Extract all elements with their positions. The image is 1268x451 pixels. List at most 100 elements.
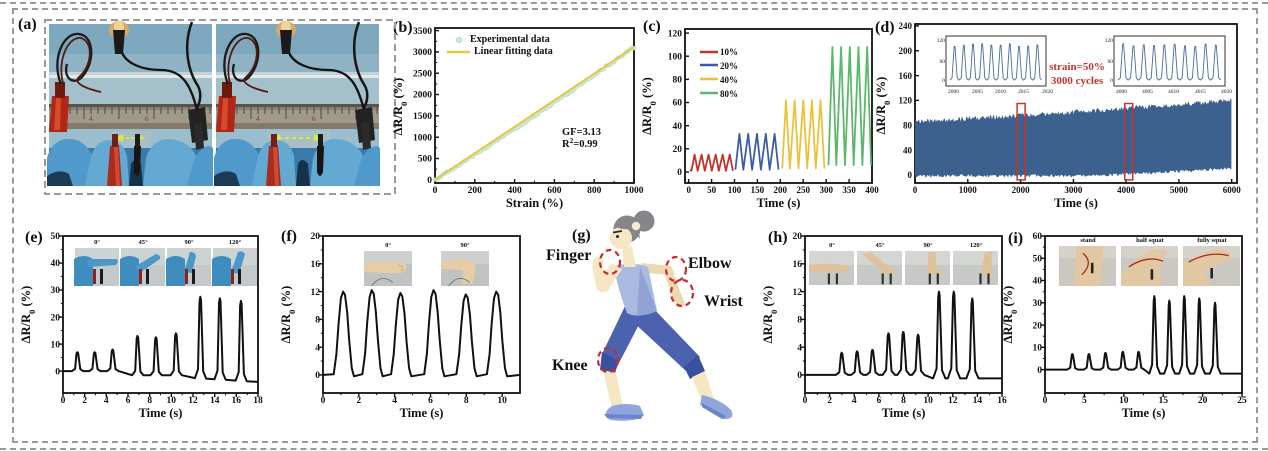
svg-text:200: 200 — [899, 46, 913, 56]
svg-text:120: 120 — [899, 96, 913, 106]
svg-text:6: 6 — [126, 396, 131, 406]
svg-text:20: 20 — [673, 145, 683, 155]
svg-text:ΔR/R0 (%): ΔR/R0 (%) — [875, 77, 892, 135]
svg-text:4: 4 — [104, 396, 109, 406]
svg-text:40%: 40% — [720, 75, 738, 85]
svg-text:0: 0 — [677, 168, 682, 178]
svg-text:3500: 3500 — [413, 27, 432, 37]
svg-text:0: 0 — [433, 186, 438, 196]
svg-text:50: 50 — [707, 185, 717, 195]
svg-text:0°: 0° — [94, 239, 100, 246]
svg-text:1000: 1000 — [625, 186, 644, 196]
svg-text:40: 40 — [51, 259, 61, 269]
svg-text:4: 4 — [797, 343, 802, 353]
svg-text:2000: 2000 — [948, 89, 959, 95]
svg-text:90°: 90° — [923, 242, 933, 249]
svg-text:ΔR/R0 (%): ΔR/R0 (%) — [640, 77, 658, 135]
svg-text:4010: 4010 — [1168, 89, 1179, 95]
svg-text:5000: 5000 — [1170, 185, 1189, 195]
svg-text:ΔR/R0 (%): ΔR/R0 (%) — [1002, 286, 1019, 344]
svg-text:100: 100 — [668, 52, 683, 62]
svg-text:5: 5 — [1082, 396, 1087, 406]
svg-text:90°: 90° — [460, 242, 470, 249]
svg-text:3000: 3000 — [413, 48, 432, 58]
svg-text:4015: 4015 — [1195, 89, 1206, 95]
svg-text:Time (s): Time (s) — [882, 406, 926, 420]
svg-text:8: 8 — [901, 396, 906, 406]
svg-text:4005: 4005 — [1142, 89, 1153, 95]
svg-text:18: 18 — [253, 396, 263, 406]
svg-text:2000: 2000 — [1012, 185, 1031, 195]
svg-text:0: 0 — [321, 396, 326, 406]
svg-text:1000: 1000 — [959, 185, 978, 195]
svg-text:0: 0 — [913, 185, 918, 195]
svg-text:8: 8 — [315, 316, 320, 326]
svg-text:80: 80 — [903, 120, 913, 130]
svg-text:0: 0 — [803, 396, 808, 406]
svg-text:4: 4 — [392, 396, 397, 406]
svg-text:ΔR/R0 (%): ΔR/R0 (%) — [761, 286, 779, 344]
svg-text:20: 20 — [1033, 321, 1043, 331]
svg-text:10: 10 — [497, 396, 507, 406]
svg-text:20: 20 — [51, 313, 61, 323]
svg-text:Wrist: Wrist — [704, 293, 743, 310]
svg-text:2: 2 — [356, 396, 361, 406]
svg-text:10: 10 — [923, 396, 933, 406]
svg-text:2: 2 — [82, 396, 87, 406]
svg-text:4: 4 — [256, 115, 260, 123]
svg-text:0: 0 — [1110, 78, 1113, 84]
svg-text:50: 50 — [51, 232, 61, 242]
svg-text:250: 250 — [796, 185, 810, 195]
svg-text:Time (s): Time (s) — [1122, 406, 1166, 420]
svg-text:50: 50 — [1033, 255, 1043, 265]
svg-text:120: 120 — [1105, 38, 1114, 44]
svg-text:2: 2 — [827, 396, 832, 406]
svg-text:40: 40 — [1033, 277, 1043, 287]
svg-text:400: 400 — [865, 185, 879, 195]
svg-text:Knee: Knee — [552, 357, 588, 374]
svg-text:ΔR/R0 (%): ΔR/R0 (%) — [391, 78, 409, 136]
svg-text:2010: 2010 — [995, 89, 1006, 95]
svg-text:14: 14 — [210, 396, 220, 406]
svg-text:2000: 2000 — [413, 91, 432, 101]
svg-text:half squat: half squat — [1136, 237, 1164, 244]
svg-text:4000: 4000 — [1117, 185, 1136, 195]
svg-text:100: 100 — [728, 185, 742, 195]
svg-text:0°: 0° — [385, 242, 391, 249]
svg-text:40: 40 — [903, 145, 913, 155]
svg-text:0°: 0° — [829, 242, 835, 249]
svg-text:60: 60 — [940, 59, 946, 65]
svg-text:2015: 2015 — [1018, 89, 1029, 95]
svg-text:40: 40 — [673, 122, 683, 132]
svg-text:25: 25 — [1237, 396, 1247, 406]
svg-text:10: 10 — [1033, 344, 1043, 354]
svg-text:Time (s): Time (s) — [400, 406, 444, 420]
svg-text:10%: 10% — [720, 47, 738, 57]
svg-text:45°: 45° — [138, 239, 148, 246]
svg-text:Linear fitting data: Linear fitting data — [474, 46, 553, 57]
svg-text:12: 12 — [948, 396, 958, 406]
svg-text:stand: stand — [1080, 237, 1096, 244]
svg-text:4020: 4020 — [1221, 89, 1232, 95]
svg-text:16: 16 — [311, 260, 321, 270]
svg-text:0: 0 — [55, 367, 60, 377]
svg-text:16: 16 — [793, 260, 803, 270]
svg-text:ΔR/R0 (%): ΔR/R0 (%) — [20, 286, 37, 344]
svg-text:0: 0 — [942, 78, 945, 84]
svg-text:16: 16 — [232, 396, 242, 406]
svg-text:600: 600 — [547, 186, 562, 196]
svg-text:0: 0 — [1043, 396, 1048, 406]
svg-text:0: 0 — [315, 371, 320, 381]
svg-text:60: 60 — [1033, 232, 1043, 242]
svg-text:200: 200 — [468, 186, 483, 196]
svg-text:6: 6 — [145, 115, 149, 123]
svg-text:150: 150 — [751, 185, 765, 195]
svg-text:Strain (%): Strain (%) — [506, 196, 563, 210]
svg-text:0: 0 — [797, 371, 802, 381]
svg-text:0: 0 — [427, 176, 432, 186]
svg-text:Elbow: Elbow — [688, 255, 732, 272]
svg-text:30: 30 — [1033, 299, 1043, 309]
svg-text:500: 500 — [418, 155, 433, 165]
svg-text:20: 20 — [311, 232, 321, 242]
svg-text:strain=50%: strain=50% — [1049, 61, 1105, 73]
